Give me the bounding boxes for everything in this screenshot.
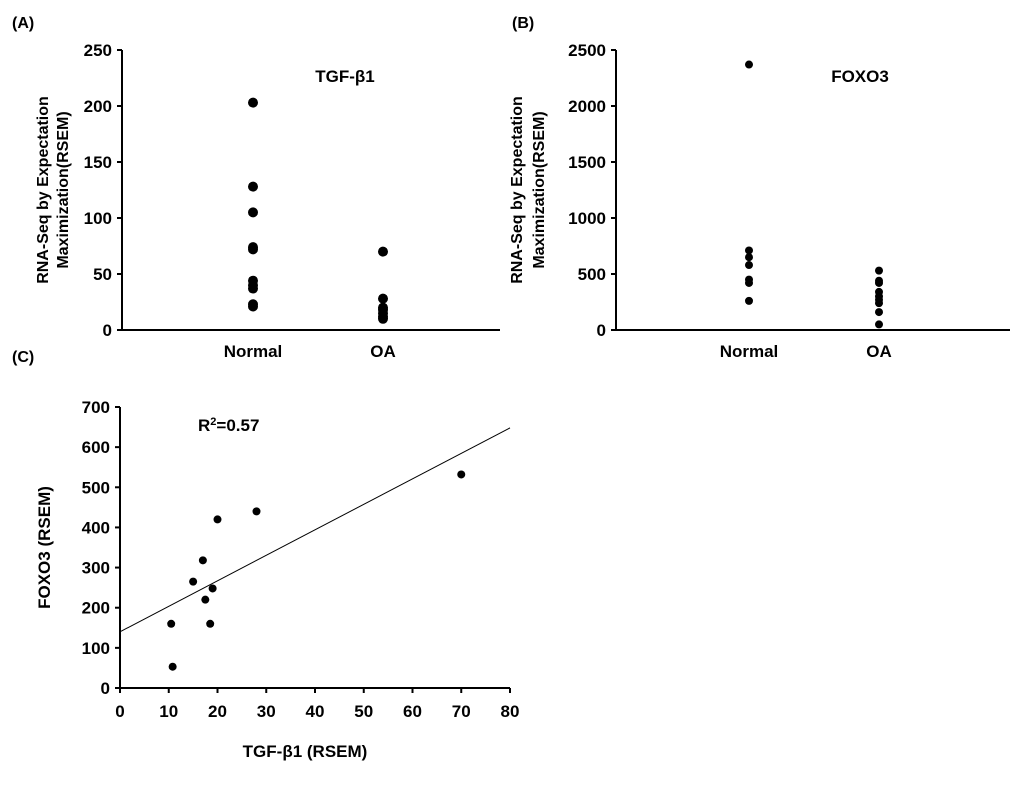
y-tick-label: 400 xyxy=(82,518,110,537)
y-tick-label: 200 xyxy=(82,599,110,618)
y-tick-label: 700 xyxy=(82,398,110,417)
data-point-oa xyxy=(875,320,883,329)
data-point-oa xyxy=(378,246,388,257)
data-point-oa xyxy=(875,299,883,308)
x-tick-label: 20 xyxy=(208,702,227,721)
data-point xyxy=(206,619,215,628)
data-point-normal xyxy=(248,181,258,192)
data-point xyxy=(252,507,261,516)
data-point xyxy=(201,595,210,604)
data-point-normal xyxy=(248,207,258,218)
y-tick-label: 2000 xyxy=(568,97,606,116)
chart-title: FOXO3 xyxy=(831,67,889,86)
x-tick-label: OA xyxy=(866,342,892,361)
data-point-oa xyxy=(378,293,388,304)
y-tick-label: 0 xyxy=(597,321,606,340)
x-tick-label: 50 xyxy=(354,702,373,721)
y-tick-label: 250 xyxy=(84,41,112,60)
y-tick-label: 500 xyxy=(578,265,606,284)
y-axis-label: Maximization(RSEM) xyxy=(531,111,548,268)
x-axis-label: TGF-β1 (RSEM) xyxy=(243,742,368,761)
data-point xyxy=(168,662,177,671)
annotation-part: R xyxy=(198,416,210,435)
data-point-normal xyxy=(745,246,753,255)
y-tick-label: 1500 xyxy=(568,153,606,172)
x-tick-label: OA xyxy=(370,342,396,361)
x-tick-label: 0 xyxy=(115,702,124,721)
y-tick-label: 200 xyxy=(84,97,112,116)
y-axis-label: FOXO3 (RSEM) xyxy=(35,486,54,609)
y-tick-label: 600 xyxy=(82,438,110,457)
data-point-normal xyxy=(745,253,753,262)
data-point-normal xyxy=(248,301,258,312)
y-axis-label: RNA-Seq by Expectation xyxy=(509,96,526,284)
data-point-normal xyxy=(745,296,753,305)
y-tick-label: 300 xyxy=(82,559,110,578)
chart-title: TGF-β1 xyxy=(315,67,374,86)
y-tick-label: 100 xyxy=(84,209,112,228)
y-tick-label: 100 xyxy=(82,639,110,658)
data-point-oa xyxy=(875,266,883,275)
data-point-normal xyxy=(745,261,753,270)
y-tick-label: 50 xyxy=(93,265,112,284)
x-tick-label: 40 xyxy=(306,702,325,721)
x-tick-label: 30 xyxy=(257,702,276,721)
panel-label: (C) xyxy=(12,349,34,366)
data-point-oa xyxy=(378,313,388,324)
x-tick-label: Normal xyxy=(224,342,283,361)
x-tick-label: Normal xyxy=(720,342,779,361)
data-point xyxy=(167,619,176,628)
panel-label: (A) xyxy=(12,15,34,32)
data-point-normal xyxy=(745,60,753,69)
data-point-normal xyxy=(248,283,258,294)
x-tick-label: 80 xyxy=(501,702,520,721)
data-point xyxy=(208,584,217,593)
data-point-oa xyxy=(875,278,883,287)
x-tick-label: 10 xyxy=(159,702,178,721)
data-point-oa xyxy=(875,308,883,317)
x-tick-label: 70 xyxy=(452,702,471,721)
data-point-normal xyxy=(745,278,753,287)
y-tick-label: 500 xyxy=(82,478,110,497)
annotation-part: =0.57 xyxy=(216,416,259,435)
panel-label: (B) xyxy=(512,15,534,32)
data-point-normal xyxy=(248,97,258,108)
r-squared-annotation: R2=0.57 xyxy=(198,416,259,435)
y-tick-label: 0 xyxy=(103,321,112,340)
y-tick-label: 1000 xyxy=(568,209,606,228)
x-tick-label: 60 xyxy=(403,702,422,721)
y-tick-label: 150 xyxy=(84,153,112,172)
y-tick-label: 0 xyxy=(101,679,110,698)
data-point-normal xyxy=(248,244,258,255)
data-point xyxy=(213,515,222,524)
y-tick-label: 2500 xyxy=(568,41,606,60)
annotation-part: 2 xyxy=(210,416,216,428)
data-point xyxy=(457,470,466,479)
data-point xyxy=(189,577,198,586)
y-axis-label: Maximization(RSEM) xyxy=(55,111,72,268)
trendline xyxy=(119,427,511,633)
y-axis-label: RNA-Seq by Expectation xyxy=(35,96,52,284)
data-point xyxy=(198,556,207,565)
